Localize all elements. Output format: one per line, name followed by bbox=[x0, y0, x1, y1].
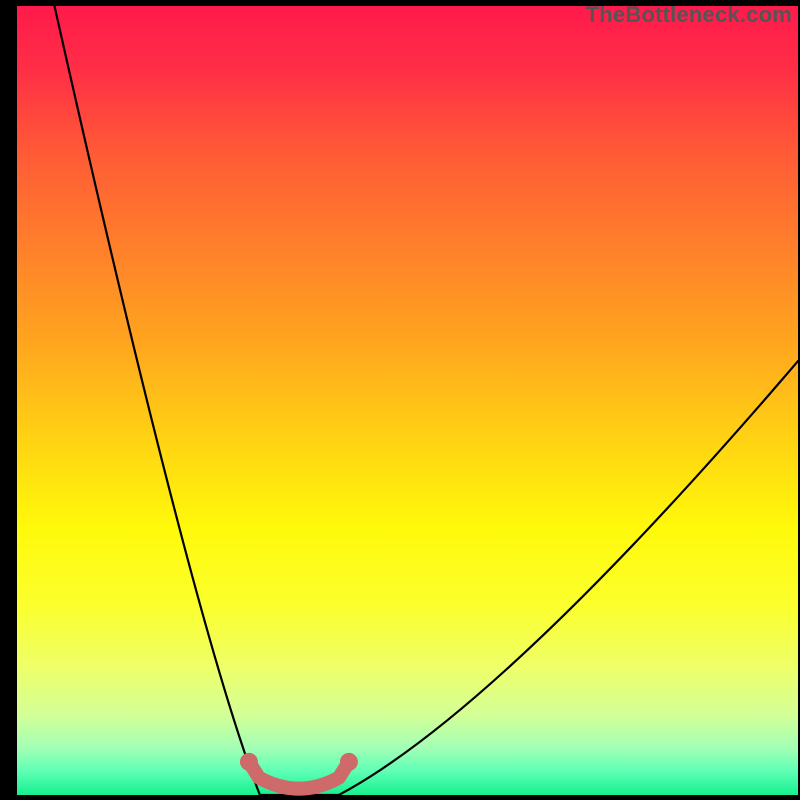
bottleneck-chart bbox=[0, 0, 800, 800]
threshold-band-start-dot bbox=[240, 753, 258, 771]
threshold-band-end-dot bbox=[340, 753, 358, 771]
watermark-text: TheBottleneck.com bbox=[586, 2, 792, 28]
plot-background bbox=[17, 6, 798, 795]
